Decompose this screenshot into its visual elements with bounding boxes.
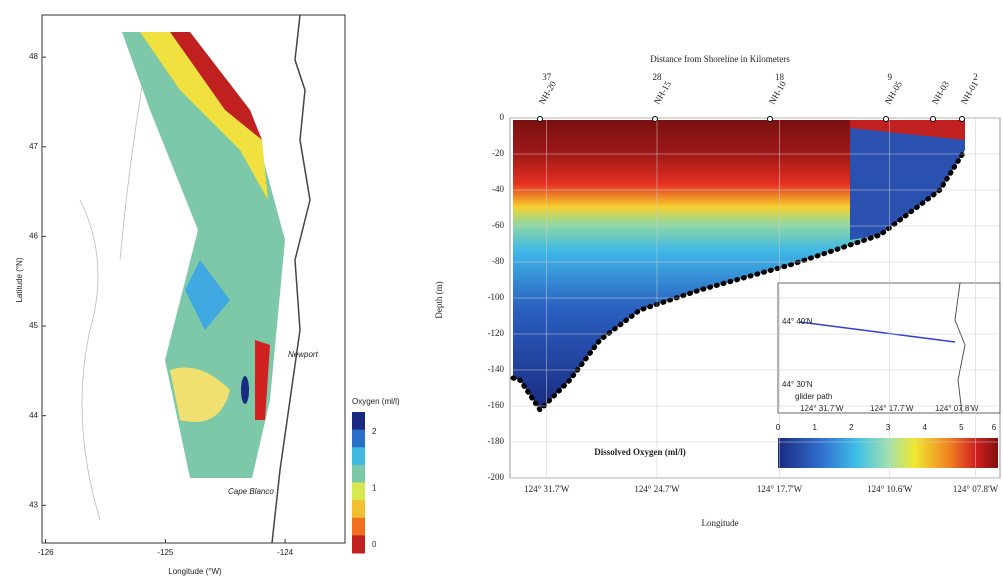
y-tick-label: 46	[29, 232, 38, 241]
colorbar-tick-label: 1	[372, 484, 377, 493]
oxygen-field	[241, 376, 249, 404]
colorbar: 0 1 2	[352, 412, 377, 554]
station-marker	[959, 116, 965, 122]
y-tick-label: -80	[492, 256, 504, 266]
station-marker	[537, 116, 543, 122]
top-tick-label: 18	[775, 72, 785, 82]
annotation: Cape Blanco	[228, 487, 274, 496]
x-tick-label: 124° 24.7'W	[634, 484, 680, 494]
top-tick-label: 9	[888, 72, 893, 82]
y-tick-label: -100	[488, 292, 505, 302]
oxygen-field	[170, 367, 230, 422]
station-label: NH-10	[767, 79, 788, 106]
annotation: Newport	[288, 350, 319, 359]
colorbar-tick-label: 2	[849, 423, 854, 432]
y-axis-label: Latitude (°N)	[15, 257, 24, 302]
oxygen-field	[185, 260, 230, 330]
colorbar-tick-label: 0	[776, 423, 781, 432]
top-axis-label: Distance from Shoreline in Kilometers	[650, 54, 790, 64]
colorbar-band	[352, 500, 365, 519]
inset-label: 124° 07.8'W	[935, 404, 979, 413]
y-tick-label: -120	[488, 328, 505, 338]
colorbar-label: Dissolved Oxygen (ml/l)	[594, 447, 686, 457]
y-tick-label: 0	[500, 112, 505, 122]
x-axis-label: Longitude (°W)	[168, 567, 222, 576]
y-tick-label: 48	[29, 52, 38, 61]
inset-labels: 44° 40'N 44° 30'N glider path 124° 31.7'W 12…	[782, 317, 979, 413]
oxygen-section	[850, 120, 965, 140]
y-tick-label: 43	[29, 500, 38, 509]
colorbar-tick-label: 1	[812, 423, 817, 432]
colorbar-tick-label: 4	[922, 423, 927, 432]
top-tick-label: 28	[653, 72, 663, 82]
y-tick-label: -200	[488, 472, 505, 482]
inset-map	[777, 282, 1001, 414]
colorbar-band	[352, 412, 365, 431]
colorbar-tick-label: 3	[886, 423, 891, 432]
y-tick-label: -20	[492, 148, 504, 158]
inset-label: 124° 17.7'W	[870, 404, 914, 413]
inset-label: 44° 40'N	[782, 317, 813, 326]
y-tick-label: -140	[488, 364, 505, 374]
oxygen-field	[170, 32, 262, 140]
inset-label: 44° 30'N	[782, 380, 813, 389]
inset-label: glider path	[795, 392, 832, 401]
station-label: NH-03	[930, 79, 951, 106]
colorbar-band	[352, 535, 365, 554]
x-tick-label: 124° 17.7'W	[757, 484, 803, 494]
glider-path	[799, 321, 956, 343]
colorbar-band	[352, 447, 365, 466]
inset-coastline	[954, 282, 966, 414]
station-marker	[767, 116, 773, 122]
y-tick-label: 44	[29, 411, 38, 420]
station-label: NH-15	[652, 79, 673, 106]
station-label: NH-01	[959, 79, 980, 106]
station-marker	[652, 116, 658, 122]
x-tick-label: -126	[38, 548, 55, 557]
y-tick-label: -160	[488, 400, 505, 410]
top-tick-label: 37	[542, 72, 552, 82]
x-tick-label: 124° 31.7'W	[524, 484, 570, 494]
x-tick-label: 124° 10.6'W	[867, 484, 913, 494]
coastline	[271, 14, 311, 544]
colorbar-tick-label: 2	[372, 427, 377, 436]
bathymetry	[510, 147, 968, 414]
station-label: NH-20	[537, 79, 558, 106]
oxygen-section	[850, 120, 965, 240]
y-tick-label: 47	[29, 142, 38, 151]
top-tick-label: 2	[973, 72, 978, 82]
x-axis-label: Longitude	[702, 518, 739, 528]
x-tick-label: -124	[277, 548, 294, 557]
y-tick-label: 45	[29, 321, 38, 330]
x-tick-label: 124° 07.8'W	[953, 484, 999, 494]
oxygen-field	[140, 32, 268, 200]
colorbar-band	[352, 482, 365, 501]
colorbar-label: Oxygen (ml/l)	[352, 397, 400, 406]
y-tick-label: -180	[488, 436, 505, 446]
y-tick-label: -40	[492, 184, 504, 194]
y-tick-label: -60	[492, 220, 504, 230]
colorbar-tick-label: 0	[372, 540, 377, 549]
colorbar-tick-label: 5	[959, 423, 964, 432]
y-axis-label: Depth (m)	[434, 281, 444, 318]
station-marker	[883, 116, 889, 122]
oxygen-field	[255, 340, 270, 420]
colorbar-band	[352, 517, 365, 536]
colorbar-band	[352, 464, 365, 483]
station-label: NH-05	[883, 79, 904, 106]
colorbar	[778, 438, 998, 468]
inset-label: 124° 31.7'W	[800, 404, 844, 413]
x-tick-label: -125	[157, 548, 174, 557]
colorbar-tick-label: 6	[992, 423, 997, 432]
station-marker	[930, 116, 936, 122]
colorbar-band	[352, 429, 365, 448]
